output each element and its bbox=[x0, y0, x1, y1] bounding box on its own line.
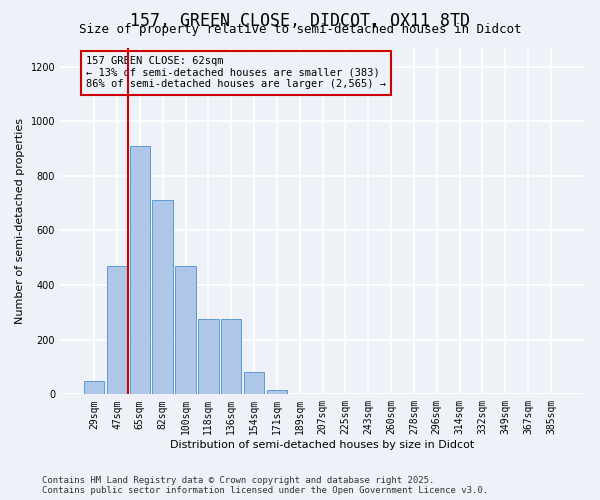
Bar bbox=[175, 266, 196, 394]
X-axis label: Distribution of semi-detached houses by size in Didcot: Distribution of semi-detached houses by … bbox=[170, 440, 475, 450]
Bar bbox=[152, 200, 173, 394]
Bar bbox=[198, 319, 218, 394]
Text: Size of property relative to semi-detached houses in Didcot: Size of property relative to semi-detach… bbox=[79, 22, 521, 36]
Bar bbox=[266, 390, 287, 394]
Bar bbox=[107, 266, 127, 394]
Bar bbox=[130, 146, 150, 394]
Bar bbox=[84, 380, 104, 394]
Bar bbox=[244, 372, 264, 394]
Bar bbox=[221, 319, 241, 394]
Y-axis label: Number of semi-detached properties: Number of semi-detached properties bbox=[15, 118, 25, 324]
Text: 157 GREEN CLOSE: 62sqm
← 13% of semi-detached houses are smaller (383)
86% of se: 157 GREEN CLOSE: 62sqm ← 13% of semi-det… bbox=[86, 56, 386, 90]
Text: Contains HM Land Registry data © Crown copyright and database right 2025.
Contai: Contains HM Land Registry data © Crown c… bbox=[42, 476, 488, 495]
Text: 157, GREEN CLOSE, DIDCOT, OX11 8TD: 157, GREEN CLOSE, DIDCOT, OX11 8TD bbox=[130, 12, 470, 30]
